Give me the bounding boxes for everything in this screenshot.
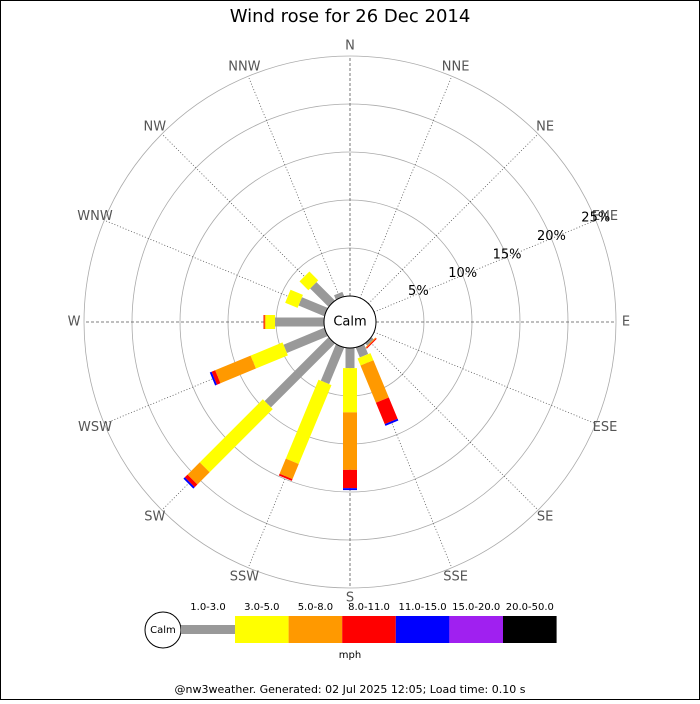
direction-label: S xyxy=(346,591,354,606)
legend-swatch xyxy=(288,616,343,643)
bar-segment xyxy=(320,344,345,385)
bar-segment xyxy=(184,474,198,488)
legend-label: 5.0-8.0 xyxy=(298,602,333,613)
legend-label: 8.0-11.0 xyxy=(348,602,390,613)
direction-label: ESE xyxy=(593,420,618,435)
bar-segment xyxy=(343,368,357,413)
bar-segment xyxy=(310,282,335,307)
direction-label: W xyxy=(68,315,81,330)
ring-label: 15% xyxy=(493,247,522,262)
bar-segment xyxy=(250,342,288,369)
bar-segment xyxy=(366,338,377,349)
bar-segment xyxy=(375,397,398,425)
ring xyxy=(83,55,617,589)
ring-label: 10% xyxy=(448,266,477,281)
bar-segment xyxy=(343,469,357,489)
bar-segment xyxy=(343,488,357,491)
spoke xyxy=(373,331,596,425)
direction-label: WNW xyxy=(77,209,113,224)
direction-label: ENE xyxy=(592,209,618,224)
legend-swatch xyxy=(235,616,289,643)
calm-circle xyxy=(323,295,377,349)
spoke xyxy=(359,76,453,299)
bar-segment xyxy=(357,353,374,366)
spoke xyxy=(368,133,539,304)
legend-calm-label: Calm xyxy=(150,625,176,636)
legend-swatch xyxy=(181,625,235,634)
bar-segment xyxy=(345,348,355,369)
legend-swatch xyxy=(449,616,503,643)
bar-segment xyxy=(299,271,319,291)
bar-segment xyxy=(365,337,377,349)
direction-label: N xyxy=(345,39,355,54)
bar-segment xyxy=(343,412,357,470)
bar-segment xyxy=(334,291,345,300)
direction-label: SSW xyxy=(230,569,260,584)
footer: @nw3weather. Generated: 02 Jul 2025 12:0… xyxy=(175,683,526,696)
direction-label: SSE xyxy=(443,569,468,584)
spoke xyxy=(373,219,596,313)
bar-segment xyxy=(384,418,399,426)
calm-label: Calm xyxy=(333,315,366,330)
legend-swatch xyxy=(503,616,557,643)
bar-segment xyxy=(285,379,332,464)
direction-label: E xyxy=(622,315,630,330)
legend-swatch xyxy=(342,616,396,643)
direction-label: NW xyxy=(144,119,167,134)
ring xyxy=(179,151,521,493)
ring-label: 5% xyxy=(408,284,429,299)
bar-segment xyxy=(365,337,374,346)
bar-segment xyxy=(211,370,221,385)
direction-label: NNE xyxy=(442,60,470,75)
bar-segment xyxy=(183,477,195,489)
legend-label: 15.0-20.0 xyxy=(452,602,500,613)
legend-label: 20.0-50.0 xyxy=(506,602,554,613)
bar-segment xyxy=(215,355,256,384)
direction-label: NNW xyxy=(228,60,260,75)
bar-segment xyxy=(285,289,303,308)
ring-label: 25% xyxy=(581,211,610,226)
spoke xyxy=(368,340,539,511)
bar-segment xyxy=(275,317,324,327)
direction-label: WSW xyxy=(78,420,112,435)
bar-segment xyxy=(265,315,276,329)
bar-segment xyxy=(298,297,328,317)
bar-segment xyxy=(264,337,335,408)
legend-unit: mph xyxy=(339,650,361,661)
spoke xyxy=(247,76,341,299)
legend-label: 1.0-3.0 xyxy=(190,602,225,613)
bar-segment xyxy=(279,458,299,480)
direction-label: SW xyxy=(144,510,165,525)
bar-segment xyxy=(199,399,273,473)
bar-segment xyxy=(209,371,217,386)
bar-segment xyxy=(264,315,266,329)
bar-segment xyxy=(283,327,328,354)
legend-label: 3.0-5.0 xyxy=(244,602,279,613)
legend-swatch xyxy=(395,616,450,643)
legend-label: 11.0-15.0 xyxy=(399,602,447,613)
spoke xyxy=(161,133,332,304)
bar-segment xyxy=(187,462,210,485)
ring-label: 20% xyxy=(537,229,566,244)
chart-title: Wind rose for 26 Dec 2014 xyxy=(230,6,471,27)
direction-label: SE xyxy=(537,510,553,525)
bar-segment xyxy=(360,360,389,403)
bar-segment xyxy=(263,315,265,329)
bar-segment xyxy=(355,344,369,358)
bar-segment xyxy=(278,473,293,481)
direction-label: NE xyxy=(536,119,554,134)
